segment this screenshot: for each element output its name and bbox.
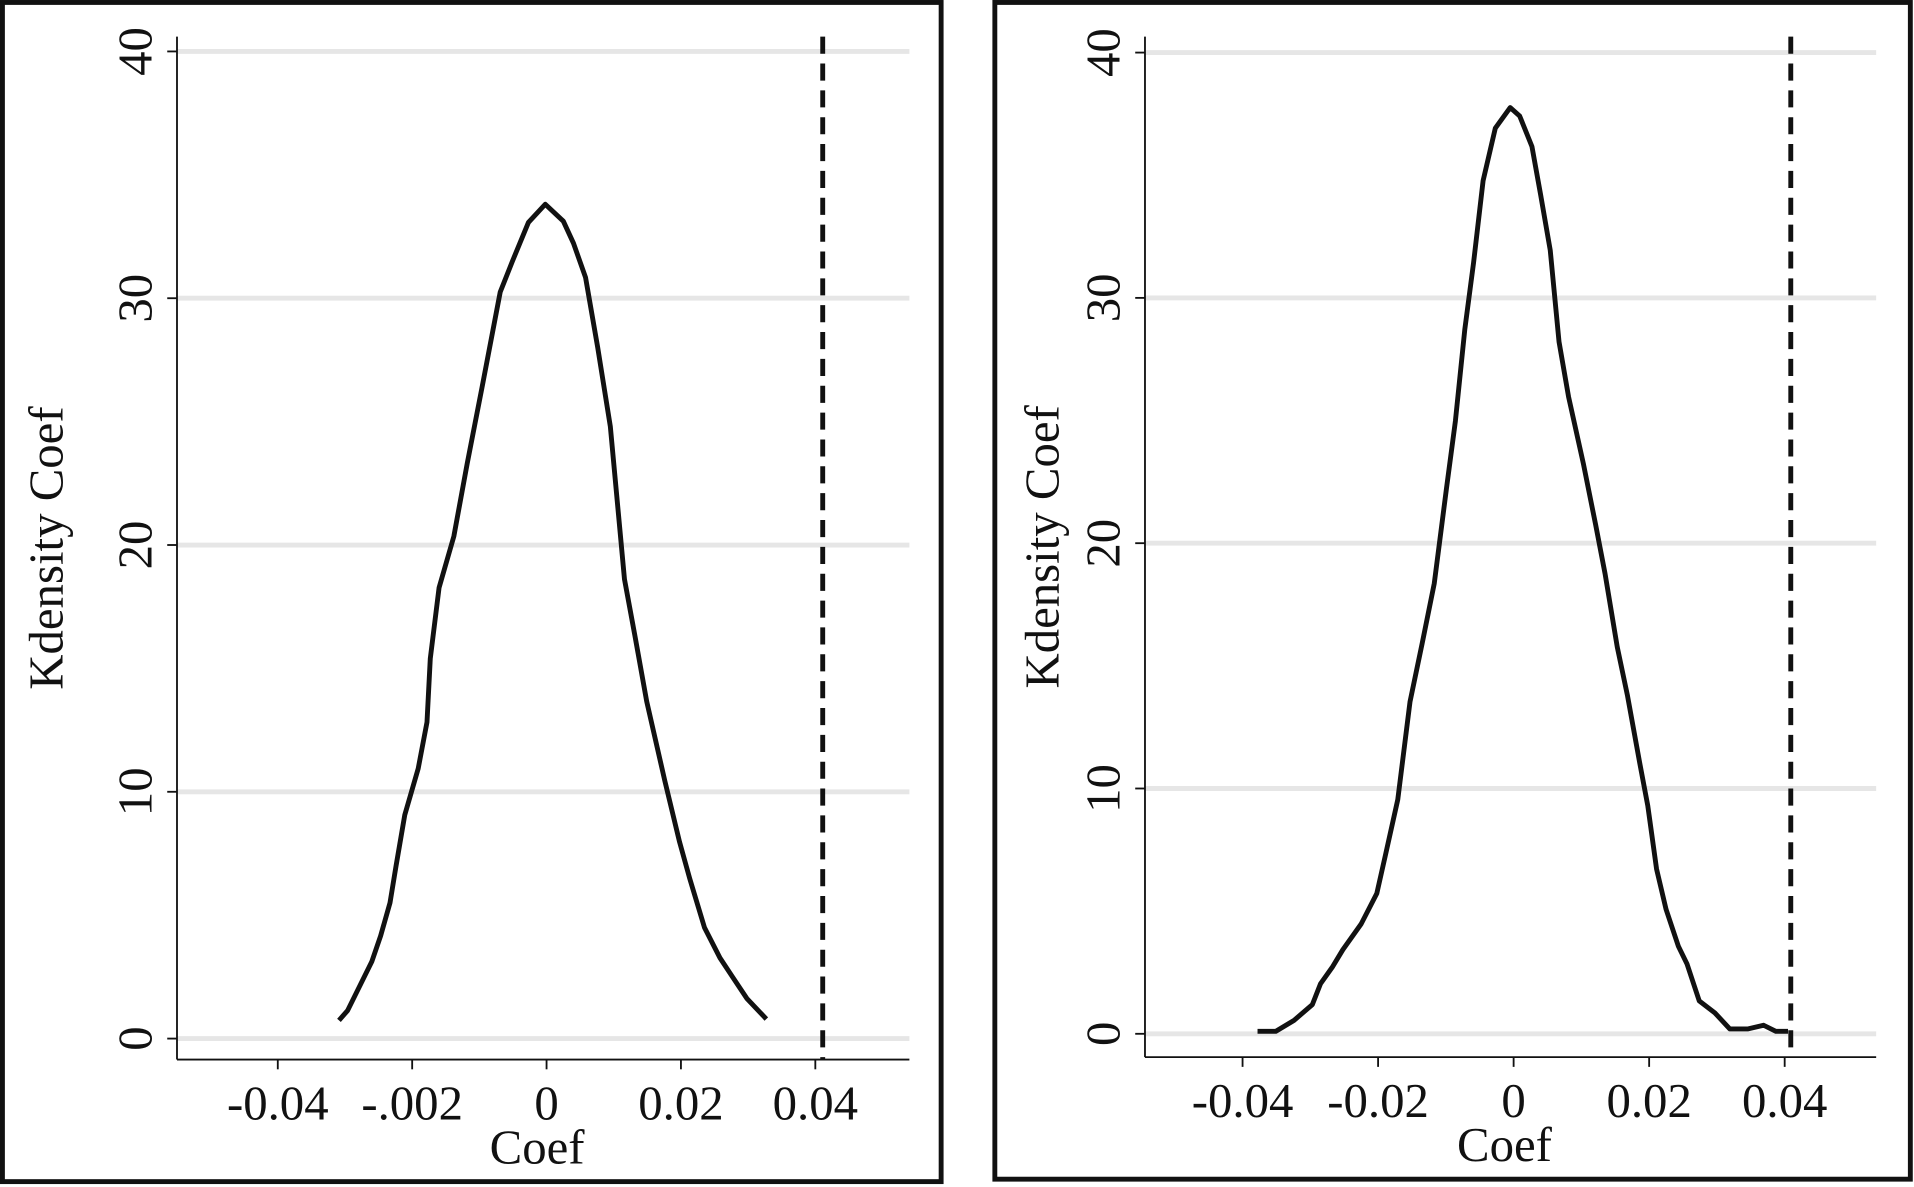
y-tick-label: 20 — [1076, 519, 1131, 568]
density-line — [1257, 105, 1789, 1034]
x-axis-title: Coef — [1457, 1117, 1553, 1172]
x-tick-label: -0.02 — [1327, 1073, 1429, 1128]
y-tick-label: 0 — [1076, 1022, 1131, 1046]
x-tick-label: 0.02 — [1606, 1073, 1691, 1128]
y-tick-label: 40 — [1076, 28, 1131, 77]
x-tick-label: -0.04 — [1192, 1073, 1294, 1128]
x-axis-title: Coef — [490, 1120, 586, 1175]
x-tick-label: -0.04 — [227, 1076, 329, 1131]
y-tick-label: 30 — [1076, 273, 1131, 322]
density-line — [337, 201, 769, 1022]
y-tick-label: 30 — [108, 274, 163, 323]
panel-frame — [0, 0, 944, 1185]
y-tick-label: 10 — [1076, 764, 1131, 813]
y-axis-title: Kdensity Coef — [1015, 404, 1070, 688]
x-tick-label: 0 — [1501, 1073, 1525, 1128]
y-tick-label: 10 — [108, 767, 163, 816]
x-tick-label: 0.04 — [773, 1076, 858, 1131]
x-tick-label: -.002 — [361, 1076, 463, 1131]
x-tick-label: 0 — [534, 1076, 558, 1131]
y-tick-label: 0 — [108, 1026, 163, 1050]
y-tick-label: 40 — [108, 27, 163, 76]
x-tick-label: 0.02 — [638, 1076, 723, 1131]
x-tick-label: 0.04 — [1742, 1073, 1827, 1128]
y-tick-label: 20 — [108, 521, 163, 570]
y-axis-title: Kdensity Coef — [18, 406, 73, 690]
panel-frame — [992, 0, 1913, 1182]
